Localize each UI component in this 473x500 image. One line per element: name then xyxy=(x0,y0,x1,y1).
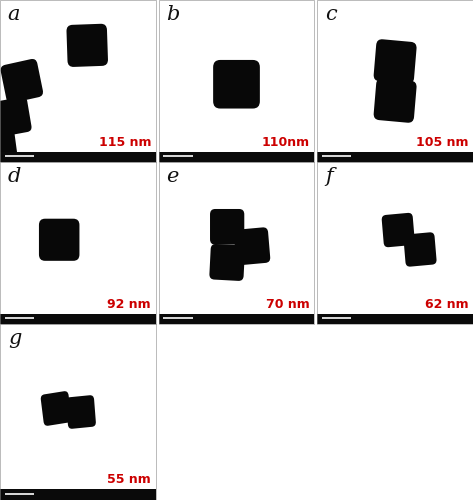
Bar xyxy=(317,314,473,324)
Bar xyxy=(158,314,315,324)
Bar xyxy=(0,152,156,162)
Text: 115 nm: 115 nm xyxy=(98,136,151,148)
FancyBboxPatch shape xyxy=(0,97,32,136)
FancyBboxPatch shape xyxy=(403,232,437,266)
FancyBboxPatch shape xyxy=(67,24,108,67)
FancyBboxPatch shape xyxy=(374,78,417,122)
Text: c: c xyxy=(325,5,337,24)
FancyBboxPatch shape xyxy=(39,218,79,261)
Text: d: d xyxy=(8,167,21,186)
Text: f: f xyxy=(325,167,333,186)
Bar xyxy=(317,152,473,162)
Text: 62 nm: 62 nm xyxy=(425,298,468,310)
Text: e: e xyxy=(166,167,179,186)
Text: 110nm: 110nm xyxy=(262,136,310,148)
Text: b: b xyxy=(166,5,180,24)
Text: 55 nm: 55 nm xyxy=(107,472,151,486)
FancyBboxPatch shape xyxy=(0,59,43,103)
FancyBboxPatch shape xyxy=(0,125,17,160)
FancyBboxPatch shape xyxy=(41,391,71,426)
FancyBboxPatch shape xyxy=(66,395,96,429)
FancyBboxPatch shape xyxy=(374,40,417,84)
FancyBboxPatch shape xyxy=(210,244,245,281)
FancyBboxPatch shape xyxy=(213,60,260,108)
Text: 92 nm: 92 nm xyxy=(107,298,151,310)
Text: g: g xyxy=(8,330,21,348)
Bar xyxy=(0,314,156,324)
Text: a: a xyxy=(8,5,20,24)
Bar xyxy=(158,152,315,162)
Text: 70 nm: 70 nm xyxy=(266,298,310,310)
FancyBboxPatch shape xyxy=(382,213,415,247)
FancyBboxPatch shape xyxy=(234,228,270,265)
FancyBboxPatch shape xyxy=(210,209,244,244)
Bar xyxy=(0,489,156,500)
Text: 105 nm: 105 nm xyxy=(416,136,468,148)
